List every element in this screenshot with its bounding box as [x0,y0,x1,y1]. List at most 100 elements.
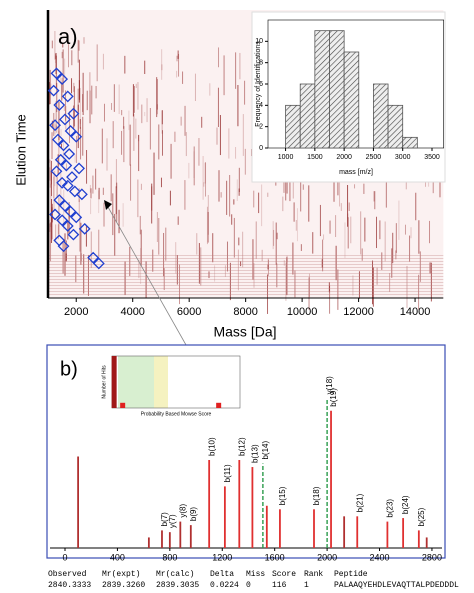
map-streak [233,199,235,205]
map-streak [198,138,200,166]
point [53,99,66,111]
map-streak [106,138,108,171]
map-streak [55,52,57,75]
map-streak [50,183,52,228]
y-axis-label: Frequency of Identifications [255,41,262,127]
table-header: Score [272,570,296,579]
map-streak [358,271,360,299]
map-streak [58,131,60,166]
map-streak [95,85,97,99]
map-streak [193,151,195,178]
map-streak [238,188,240,196]
map-streak [140,183,142,190]
map-streak [83,37,85,44]
map-band [48,279,444,280]
map-streak [51,207,53,240]
y-tick-label: 0 [259,145,263,152]
map-streak [432,178,434,194]
map-streak [430,262,432,302]
map-streak [178,53,180,77]
map-streak [53,112,55,136]
map-streak [149,108,151,150]
map-streak [51,198,53,243]
map-streak [49,167,51,181]
map-streak [137,82,139,110]
map-streak [293,202,295,222]
x-tick-label: 12000 [343,306,374,318]
point [75,188,88,201]
map-streak [53,176,55,199]
map-streak [285,262,287,301]
map-streak [202,156,204,200]
map-streak [296,208,298,242]
map-streak [395,223,397,253]
peak-label: b(14) [261,441,270,460]
map-streak [300,180,302,212]
map-streak [130,164,132,201]
peak-label: b(13) [251,444,260,463]
mini-x-label: Probability Based Mowse Score [141,411,212,417]
map-streak [95,168,97,190]
map-streak [58,101,60,141]
map-streak [79,119,81,129]
panel-label: a) [58,24,78,49]
point [59,113,71,126]
band-green [118,356,154,408]
point [68,185,81,198]
map-streak [204,162,206,184]
map-streak [193,146,195,186]
map-streak [146,98,148,123]
map-streak [80,222,82,265]
map-streak [62,141,64,166]
table-header: Mr(calc) [156,570,194,579]
map-streak [376,216,378,249]
map-streak [352,275,354,296]
map-streak [62,43,64,48]
map-band [48,255,444,256]
map-streak [205,162,207,197]
point [73,162,85,175]
map-streak [55,224,57,241]
map-streak [161,64,163,71]
map-streak [409,235,411,262]
map-streak [49,69,51,105]
peak-label: b(18) [312,486,321,505]
map-streak [138,259,140,279]
map-streak [182,71,184,84]
map-streak [319,204,321,237]
map-streak [292,167,294,199]
map-band [48,261,444,262]
y-tick-label: 2 [259,124,263,131]
map-streak [385,169,387,208]
map-streak [54,170,56,187]
histogram-bar [343,51,360,149]
map-streak [77,88,79,111]
table-cell: 0 [246,581,251,590]
map-streak [339,168,341,207]
point [50,165,63,178]
map-streak [152,249,154,272]
map-streak [55,101,57,130]
map-streak [207,194,209,235]
map-streak [231,214,233,225]
map-streak [300,244,302,251]
map-streak [253,190,255,208]
mini-bar [216,402,222,408]
histogram-bar [402,136,418,149]
map-streak [139,215,141,235]
map-streak [218,170,220,202]
point [70,211,83,224]
map-streak [91,85,93,115]
map-streak [65,163,67,171]
point [53,194,66,206]
table-cell: 2839.3035 [156,581,199,590]
map-streak [163,232,165,277]
map-streak [65,253,67,262]
histogram-bar [373,83,389,149]
map-streak [395,250,397,260]
map-streak [209,83,211,96]
map-streak [177,50,179,59]
map-streak [128,110,130,131]
map-streak [347,217,349,249]
map-band [48,267,444,268]
